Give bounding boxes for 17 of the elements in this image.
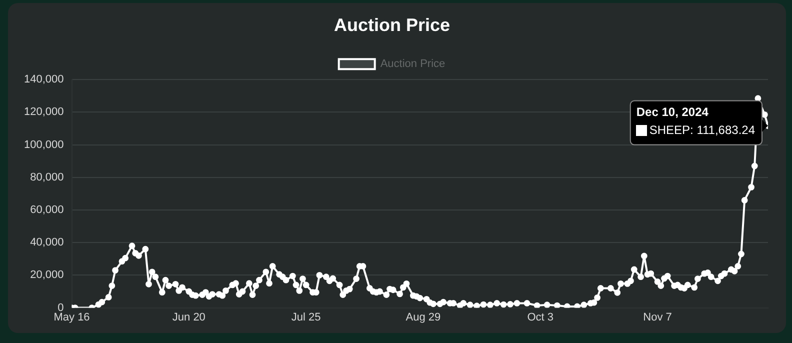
x-tick-label: May 16 <box>54 311 90 324</box>
y-tick-label: 40,000 <box>30 236 64 249</box>
y-tick-label: 140,000 <box>24 74 64 86</box>
y-tick-label: 60,000 <box>30 204 64 216</box>
x-tick-label: Nov 7 <box>643 311 672 324</box>
x-tick-label: Aug 29 <box>406 311 441 324</box>
y-tick-label: 20,000 <box>30 269 64 282</box>
y-tick-label: 100,000 <box>24 138 64 151</box>
x-tick-label: Oct 3 <box>527 311 554 324</box>
annotation: Dec 10, 2024 SHEEP: 111,683.24 <box>636 105 756 138</box>
y-tick-label: 120,000 <box>24 106 64 118</box>
y-tick-label: 0 <box>58 302 64 314</box>
y-tick-label: 80,000 <box>30 171 64 184</box>
chart-title: Auction Price <box>334 14 450 35</box>
x-tick-label: Jul 25 <box>291 311 321 324</box>
x-tick-label: Jun 20 <box>172 311 206 324</box>
legend-label: Auction Price <box>380 58 446 70</box>
